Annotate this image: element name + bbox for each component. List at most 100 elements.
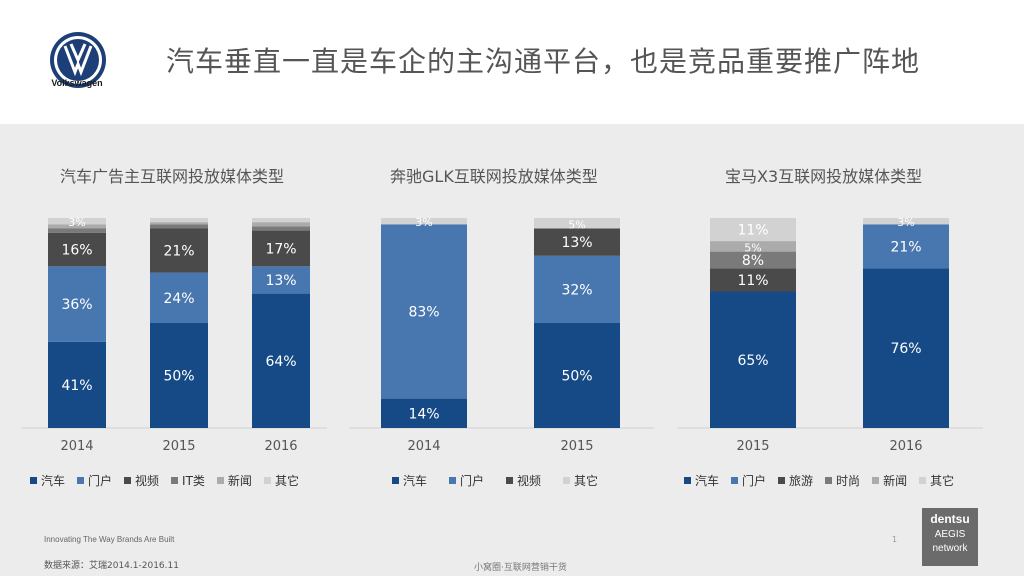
legend-swatch (392, 477, 399, 484)
legend-item-汽车: 汽车 (684, 472, 719, 489)
legend-label: 其它 (274, 474, 299, 488)
chart-3-legend: 汽车 门户 旅游 时尚 新闻 其它 (684, 472, 954, 489)
legend-swatch (731, 477, 739, 484)
bar-segment-2016-汽车 (863, 268, 949, 428)
bar-segment-2014-汽车 (381, 398, 467, 428)
bar-segment-2016-汽车 (252, 293, 310, 428)
legend-swatch (77, 477, 85, 484)
bar-segment-2015-门户 (534, 255, 620, 323)
legend-item-汽车: 汽车 (30, 472, 65, 489)
dentsu-aegis-logo: dentsu AEGIS network (922, 508, 978, 566)
bar-segment-2016-门户 (252, 266, 310, 294)
data-label-2015-新闻: 5% (744, 241, 761, 254)
legend-swatch (506, 477, 514, 484)
legend-item-时尚: 时尚 (825, 472, 860, 489)
legend-item-新闻: 新闻 (872, 472, 907, 489)
legend-item-视频: 视频 (506, 472, 541, 489)
chart-3-svg: 65% 11% 8%5% 11% 2015 76% 21% 3% 2016 (678, 216, 983, 454)
bar-segment-2015-IT类 (150, 224, 208, 229)
legend-label: 门户 (88, 474, 113, 488)
x-tick-label-2014: 2014 (407, 439, 440, 454)
legend-label: IT类 (182, 474, 205, 488)
bar-segment-2015-视频 (150, 228, 208, 273)
legend-label: 汽车 (403, 474, 428, 488)
data-label-2015-汽车: 50% (163, 369, 194, 385)
legend-item-门户: 门户 (449, 472, 484, 489)
legend-swatch (684, 477, 691, 484)
chart-3: 65% 11% 8% 5% 11% 2015 76% 21% 3% 2016 (678, 210, 988, 465)
legend-item-其它: 其它 (563, 472, 598, 489)
data-label-2015-旅游: 11% (737, 273, 768, 289)
legend-item-新闻: 新闻 (216, 472, 252, 489)
chart-1: 41% 36% 16% 3% 2014 50% 24% 21% 2015 64% 13% 17% 201… (22, 210, 332, 465)
legend-item-门户: 门户 (77, 472, 112, 489)
page-title: 汽车垂直一直是车企的主沟通平台，也是竞品重要推广阵地 (166, 45, 921, 78)
legend-swatch (216, 477, 224, 484)
bar-segment-2014-视频 (48, 232, 106, 267)
chart-1-title: 汽车广告主互联网投放媒体类型 (60, 167, 285, 186)
legend-label: 旅游 (789, 474, 814, 488)
legend-swatch (263, 477, 271, 484)
data-label-2016-门户: 13% (265, 273, 296, 289)
legend-item-门户: 门户 (731, 472, 766, 489)
bar-segment-2015-视频 (534, 228, 620, 256)
legend-item-视频: 视频 (124, 472, 159, 489)
data-label-2015-汽车: 50% (561, 369, 592, 385)
bar-segment-2015-旅游 (710, 268, 796, 292)
bar-segment-2016-其它 (863, 218, 949, 225)
legend-swatch (563, 477, 571, 484)
data-label-2015-门户: 24% (163, 291, 194, 307)
data-source-note: 数据来源：艾瑞2014.1-2016.11 (44, 561, 179, 571)
data-label-2016-汽车: 64% (265, 354, 296, 370)
bar-segment-2016-IT类 (252, 226, 310, 231)
agency-line-2: AEGIS (934, 529, 966, 540)
footer-slogan: Innovating The Way Brands Are Built (44, 535, 175, 544)
bar-segment-2016-其它 (252, 218, 310, 223)
brand-name: Volkswagen (51, 78, 103, 88)
data-label-2015-其它: 11% (737, 223, 768, 239)
bar-segment-2014-新闻 (48, 224, 106, 229)
bar-segment-2014-其它 (48, 218, 106, 225)
legend-swatch (449, 477, 457, 484)
data-label-2016-门户: 21% (890, 239, 921, 255)
legend-label: 视频 (135, 474, 160, 488)
x-tick-label-2015: 2015 (560, 439, 593, 454)
legend-label: 门户 (460, 474, 485, 488)
chart-1-svg: 41% 36% 16% 3% 2014 50% 24% 21% 2015 64% 13% 17% 201… (22, 216, 327, 454)
chart-1-legend: 汽车 门户 视频 IT类 新闻 其它 (30, 472, 299, 489)
legend-label: 新闻 (883, 474, 908, 488)
x-tick-label-2015: 2015 (162, 439, 195, 454)
x-tick-label-2014: 2014 (60, 439, 93, 454)
data-label-2015-门户: 32% (561, 282, 592, 298)
data-label-2016-汽车: 76% (890, 341, 921, 357)
bar-segment-2015-新闻 (710, 241, 796, 252)
bar-segment-2015-其它 (150, 218, 208, 223)
data-label-2016-其它: 3% (897, 216, 914, 229)
data-label-2015-汽车: 65% (737, 353, 768, 369)
legend-label: 汽车 (41, 474, 66, 488)
legend-item-其它: 其它 (263, 472, 299, 489)
legend-swatch (919, 477, 927, 484)
legend-label: 视频 (517, 474, 542, 488)
data-label-2014-视频: 16% (61, 243, 92, 259)
bar-segment-2016-门户 (863, 224, 949, 269)
data-label-2016-视频: 17% (265, 241, 296, 257)
x-tick-label-2016: 2016 (264, 439, 297, 454)
legend-label: 汽车 (695, 474, 720, 488)
legend-label: 门户 (742, 474, 767, 488)
legend-label: 新闻 (227, 474, 252, 488)
legend-label: 其它 (574, 474, 599, 488)
bar-segment-2014-其它 (381, 218, 467, 225)
bar-segment-2015-其它 (534, 218, 620, 229)
data-label-2015-时尚: 8% (742, 253, 764, 269)
legend-label: 时尚 (836, 474, 861, 488)
legend-item-旅游: 旅游 (778, 472, 813, 489)
header: Volkswagen 汽车垂直一直是车企的主沟通平台，也是竞品重要推广阵地 (0, 0, 1024, 124)
legend-item-其它: 其它 (919, 472, 954, 489)
data-label-2014-门户: 36% (61, 297, 92, 313)
data-label-2014-汽车: 41% (61, 378, 92, 394)
bar-segment-2015-汽车 (150, 323, 208, 428)
bar-segment-2015-汽车 (710, 291, 796, 428)
bar-segment-2014-IT类 (48, 228, 106, 233)
legend-swatch (872, 477, 880, 484)
